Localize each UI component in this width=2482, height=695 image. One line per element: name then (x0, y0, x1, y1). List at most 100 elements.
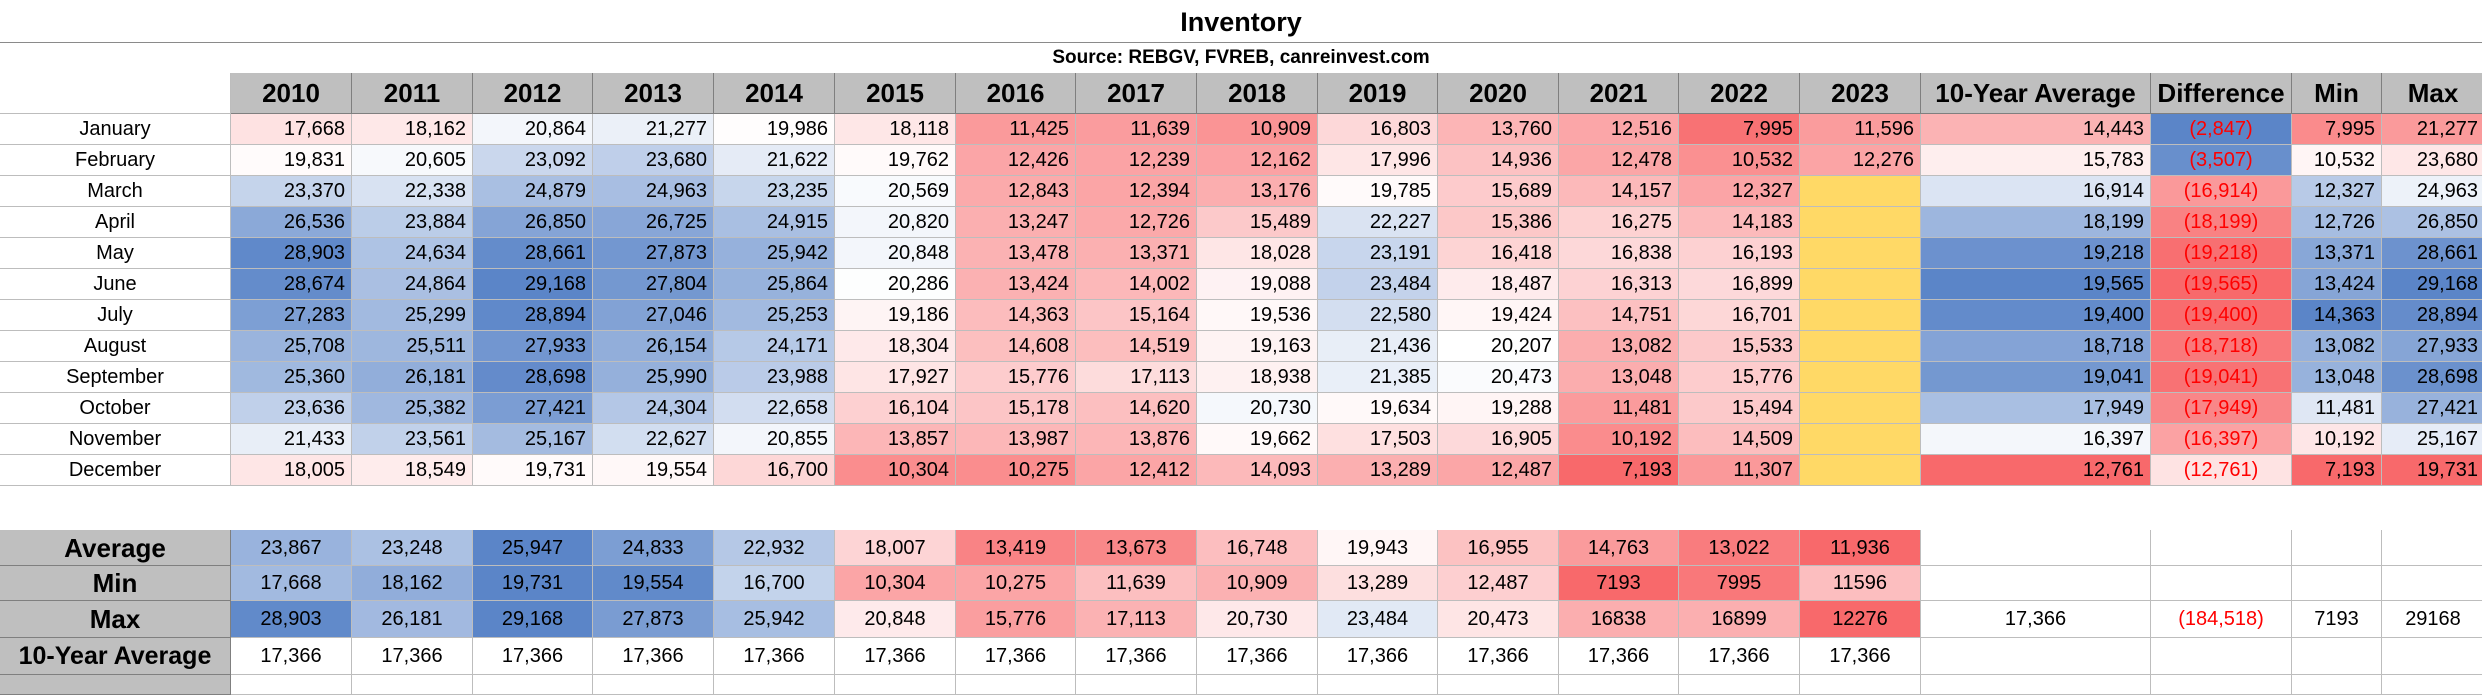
month-value-cell: 11,425 (956, 114, 1076, 145)
stat-value-cell (1921, 638, 2151, 675)
stat-value-cell (2292, 566, 2382, 601)
month-value-cell: (19,218) (2151, 238, 2292, 269)
month-label: July (0, 300, 231, 331)
empty-cell (1318, 675, 1438, 695)
month-value-cell: 13,082 (2292, 331, 2382, 362)
month-value-cell: 14,002 (1076, 269, 1197, 300)
month-value-cell: 23,191 (1318, 238, 1438, 269)
month-value-cell: 14,443 (1921, 114, 2151, 145)
month-value-cell: 15,776 (1679, 362, 1800, 393)
stat-value-cell (2382, 638, 2482, 675)
month-label: March (0, 176, 231, 207)
month-value-cell: 16,700 (714, 455, 835, 486)
stat-value-cell: 11,936 (1800, 530, 1921, 566)
stat-value-cell: 14,763 (1559, 530, 1679, 566)
month-value-cell (1800, 362, 1921, 393)
column-header: 10-Year Average (1921, 73, 2151, 114)
month-value-cell: 7,193 (1559, 455, 1679, 486)
month-value-cell: 11,481 (2292, 393, 2382, 424)
month-value-cell: 26,181 (352, 362, 473, 393)
month-value-cell: 27,933 (2382, 331, 2482, 362)
month-value-cell: 14,183 (1679, 207, 1800, 238)
month-value-cell: 23,092 (473, 145, 593, 176)
month-value-cell: 19,424 (1438, 300, 1559, 331)
month-value-cell: 20,286 (835, 269, 956, 300)
month-value-cell: 15,178 (956, 393, 1076, 424)
month-value-cell: 18,005 (231, 455, 352, 486)
month-value-cell: 24,963 (2382, 176, 2482, 207)
month-value-cell: 19,731 (473, 455, 593, 486)
month-value-cell: 20,207 (1438, 331, 1559, 362)
month-value-cell: 25,299 (352, 300, 473, 331)
month-value-cell: 16,905 (1438, 424, 1559, 455)
source-row: Source: REBGV, FVREB, canreinvest.com (0, 42, 2482, 74)
month-value-cell: 23,680 (2382, 145, 2482, 176)
month-value-cell: 19,163 (1197, 331, 1318, 362)
month-value-cell: 7,995 (2292, 114, 2382, 145)
empty-cell (835, 675, 956, 695)
month-value-cell: 19,288 (1438, 393, 1559, 424)
month-value-cell: 24,171 (714, 331, 835, 362)
month-value-cell: 16,275 (1559, 207, 1679, 238)
empty-cell (2292, 675, 2382, 695)
month-value-cell: 19,565 (1921, 269, 2151, 300)
stat-row-label: Average (0, 530, 231, 566)
empty-cell (473, 675, 593, 695)
month-value-cell: 14,509 (1679, 424, 1800, 455)
empty-cell (352, 675, 473, 695)
month-value-cell: 27,421 (2382, 393, 2482, 424)
stat-value-cell: 7193 (2292, 601, 2382, 638)
month-value-cell: 18,162 (352, 114, 473, 145)
month-value-cell: 19,762 (835, 145, 956, 176)
stat-value-cell: 16,955 (1438, 530, 1559, 566)
stat-value-cell (1921, 530, 2151, 566)
column-header: Max (2382, 73, 2482, 114)
month-value-cell: 16,914 (1921, 176, 2151, 207)
month-value-cell: 14,936 (1438, 145, 1559, 176)
month-value-cell: 19,731 (2382, 455, 2482, 486)
column-header: 2011 (352, 73, 473, 114)
empty-cell (956, 675, 1076, 695)
month-value-cell: 25,990 (593, 362, 714, 393)
month-value-cell: 27,804 (593, 269, 714, 300)
month-value-cell: 10,192 (2292, 424, 2382, 455)
month-value-cell: 28,903 (231, 238, 352, 269)
stat-value-cell: 17,113 (1076, 601, 1197, 638)
month-value-cell: 21,433 (231, 424, 352, 455)
empty-cell (1197, 675, 1318, 695)
stat-value-cell: 10,275 (956, 566, 1076, 601)
month-value-cell: 17,949 (1921, 393, 2151, 424)
month-value-cell: 10,304 (835, 455, 956, 486)
empty-cell (1559, 675, 1679, 695)
column-header: 2023 (1800, 73, 1921, 114)
month-value-cell: 13,478 (956, 238, 1076, 269)
month-value-cell: 26,154 (593, 331, 714, 362)
month-value-cell: 18,304 (835, 331, 956, 362)
month-value-cell: 12,726 (2292, 207, 2382, 238)
month-value-cell: 12,394 (1076, 176, 1197, 207)
month-value-cell: 28,698 (473, 362, 593, 393)
month-value-cell: 16,104 (835, 393, 956, 424)
month-value-cell: 25,167 (2382, 424, 2482, 455)
month-value-cell (1800, 300, 1921, 331)
month-value-cell: 16,838 (1559, 238, 1679, 269)
month-value-cell: 19,662 (1197, 424, 1318, 455)
month-value-cell: 26,536 (231, 207, 352, 238)
stat-value-cell: 24,833 (593, 530, 714, 566)
month-value-cell: 24,634 (352, 238, 473, 269)
month-value-cell: 16,193 (1679, 238, 1800, 269)
column-header: 2015 (835, 73, 956, 114)
stat-value-cell: 17,366 (1921, 601, 2151, 638)
month-value-cell: 12,487 (1438, 455, 1559, 486)
column-header: 2017 (1076, 73, 1197, 114)
stat-value-cell (2292, 638, 2382, 675)
month-value-cell: 23,235 (714, 176, 835, 207)
month-value-cell: 13,876 (1076, 424, 1197, 455)
month-value-cell: 16,397 (1921, 424, 2151, 455)
month-value-cell: 15,386 (1438, 207, 1559, 238)
month-value-cell: 12,843 (956, 176, 1076, 207)
month-value-cell: 13,247 (956, 207, 1076, 238)
stat-value-cell: 11,639 (1076, 566, 1197, 601)
month-value-cell: 10,275 (956, 455, 1076, 486)
month-value-cell: 14,157 (1559, 176, 1679, 207)
